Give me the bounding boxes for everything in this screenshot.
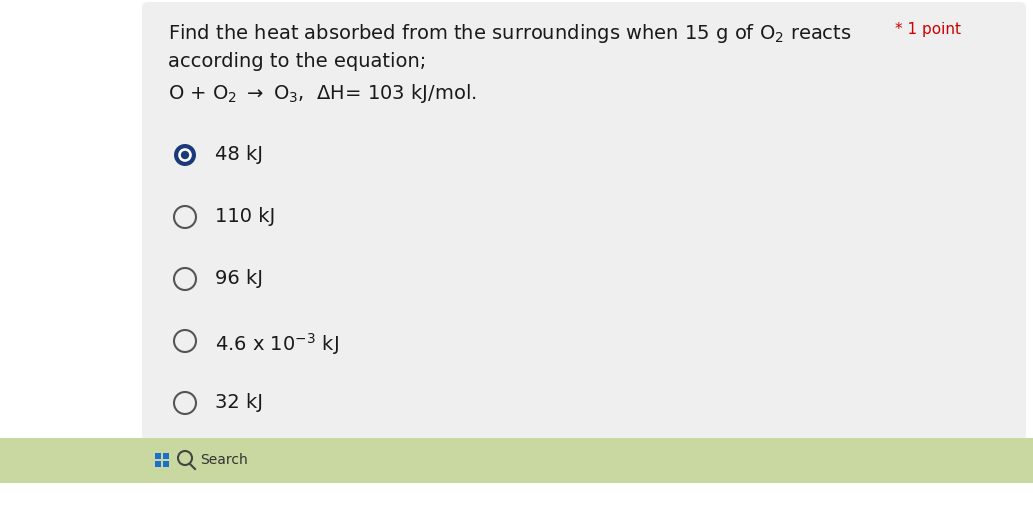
Text: 48 kJ: 48 kJ — [215, 145, 263, 164]
Text: Find the heat absorbed from the surroundings when 15 g of O$_2$ reacts: Find the heat absorbed from the surround… — [168, 22, 851, 45]
Text: 32 kJ: 32 kJ — [215, 393, 263, 412]
Bar — [155, 461, 161, 467]
Text: * 1 point: * 1 point — [895, 22, 961, 37]
Text: 4.6 x 10$^{-3}$ kJ: 4.6 x 10$^{-3}$ kJ — [215, 331, 339, 357]
Ellipse shape — [174, 144, 196, 166]
Text: 110 kJ: 110 kJ — [215, 207, 275, 226]
Ellipse shape — [178, 148, 192, 162]
Text: according to the equation;: according to the equation; — [168, 52, 427, 71]
Bar — [163, 453, 169, 459]
Text: 96 kJ: 96 kJ — [215, 269, 263, 288]
Ellipse shape — [181, 151, 189, 159]
Bar — [163, 461, 169, 467]
Text: Search: Search — [200, 453, 248, 467]
FancyBboxPatch shape — [142, 2, 1026, 441]
Bar — [0, 438, 1033, 483]
Bar — [155, 453, 161, 459]
Text: O + O$_2$ $\rightarrow$ O$_3$,  $\Delta$H= 103 kJ/mol.: O + O$_2$ $\rightarrow$ O$_3$, $\Delta$H… — [168, 82, 476, 105]
